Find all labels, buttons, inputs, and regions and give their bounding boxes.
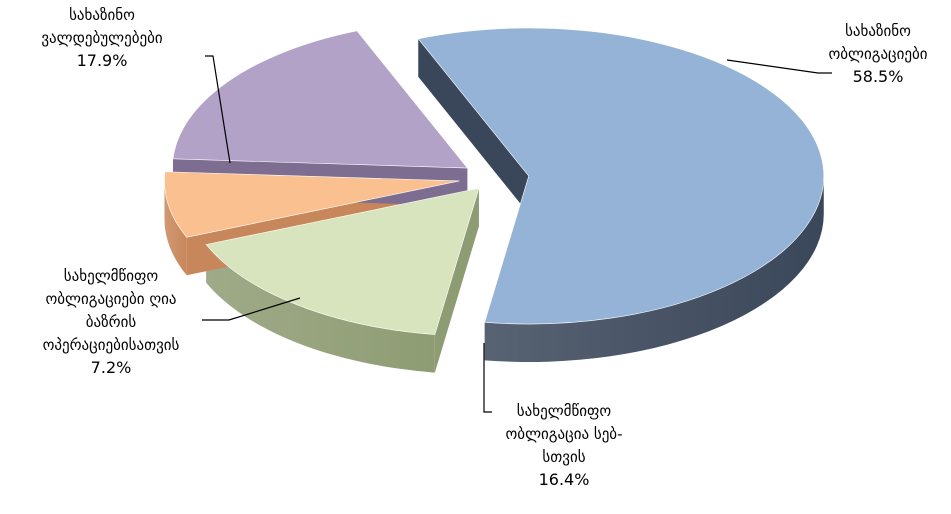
slice-side-treasury-bonds [484, 176, 824, 363]
label-gov-bonds-nbg-line-2: ობლიგაცია სებ- [506, 425, 623, 443]
label-gov-bonds-open-market-line-1: სახელმწიფო [64, 267, 159, 285]
slice-gov-bonds-nbg [205, 187, 480, 335]
label-gov-bonds-open-market-line-3: ბაზრის [86, 313, 137, 331]
leader-line-gov-bonds-open-market [202, 297, 301, 321]
slice-tops [164, 27, 825, 335]
slice-edge-gov-bonds-nbg [434, 188, 479, 373]
label-gov-bonds-open-market-percent: 7.2% [91, 358, 132, 377]
label-treasury-obligations-line-1: სახაზინო [69, 6, 135, 24]
slice-gov-bonds-open-market [164, 171, 460, 238]
leader-line-treasury-obligations [205, 55, 231, 164]
leader-line-treasury-bonds [726, 59, 832, 74]
label-treasury-bonds-line-2: ობლიგაციები [828, 45, 927, 63]
label-treasury-bonds-line-1: სახაზინო [845, 22, 911, 40]
label-gov-bonds-open-market-line-2: ობლიგაციები ღია [45, 290, 176, 308]
data-labels: სახაზინო ობლიგაციები 58.5% სახელმწიფო ობლიგა… [41, 6, 927, 489]
label-gov-bonds-open-market-line-4: ოპერაციებისათვის [43, 336, 180, 354]
label-treasury-obligations-percent: 17.9% [77, 51, 128, 70]
leader-line-gov-bonds-nbg [483, 343, 492, 413]
label-gov-bonds-nbg-line-3: სთვის [542, 448, 585, 466]
label-treasury-obligations-line-2: ვალდებულებები [41, 29, 162, 47]
slice-treasury-bonds [417, 27, 825, 325]
slice-side-gov-bonds-open-market [164, 180, 187, 276]
slice-side-gov-bonds-nbg [206, 244, 435, 373]
label-gov-bonds-nbg-line-1: სახელმწიფო [517, 402, 612, 420]
slice-edge-treasury-bonds [418, 38, 529, 215]
slice-treasury-obligations [172, 30, 469, 169]
label-gov-bonds-nbg-percent: 16.4% [539, 470, 590, 489]
label-treasury-bonds-percent: 58.5% [853, 67, 904, 86]
